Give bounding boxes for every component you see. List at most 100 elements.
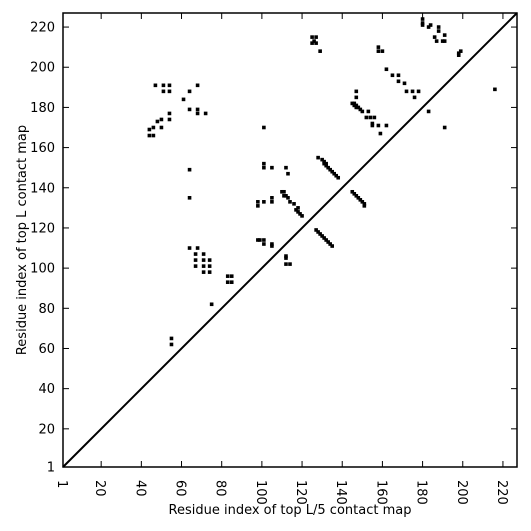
contact-point [358, 198, 363, 202]
contact-point [209, 302, 214, 307]
contact-point [328, 242, 332, 246]
x-tick-label: 60 [173, 480, 188, 497]
x-tick-label: 160 [373, 480, 388, 505]
y-tick-label: 180 [30, 101, 55, 116]
x-tick-label: 180 [414, 480, 429, 505]
contact-point [153, 83, 158, 88]
contact-point [378, 131, 383, 136]
y-tick-label: 40 [38, 382, 55, 397]
contact-point [159, 117, 164, 122]
contact-point [270, 242, 274, 246]
contact-point [350, 101, 355, 106]
contact-point [256, 238, 260, 242]
x-tick-label: 40 [132, 480, 147, 497]
contact-point [284, 262, 288, 266]
contact-point [151, 133, 156, 138]
contact-point [358, 107, 363, 112]
contact-point [203, 111, 208, 116]
contact-point [195, 111, 200, 116]
contact-point [284, 194, 288, 198]
plot-area [62, 12, 518, 468]
contact-point [187, 167, 192, 172]
contact-point [324, 163, 328, 168]
contact-point [262, 238, 266, 242]
contact-point [314, 35, 318, 39]
contact-point [270, 165, 274, 170]
diagonal-line [62, 12, 518, 468]
contact-point [328, 167, 332, 172]
x-tick-label: 1 [54, 480, 69, 488]
contact-point [201, 252, 206, 256]
contact-point [376, 123, 381, 128]
contact-point [396, 73, 401, 78]
contact-point [151, 125, 156, 130]
contact-point [167, 111, 172, 116]
contact-point [229, 280, 234, 284]
contact-point [404, 89, 409, 94]
contact-point [169, 342, 174, 347]
contact-point [364, 115, 369, 120]
contact-points [147, 17, 497, 347]
contact-point [434, 39, 439, 43]
contact-point [420, 23, 425, 27]
contact-point [456, 51, 461, 55]
contact-point [159, 125, 164, 130]
x-tick-label: 220 [494, 480, 509, 505]
contact-point [376, 49, 381, 53]
contact-point [310, 35, 314, 39]
contact-point [167, 83, 172, 88]
contact-point [161, 83, 166, 88]
contact-point [288, 200, 292, 204]
contact-point [432, 35, 437, 39]
contact-point [169, 336, 174, 341]
x-tick-label: 80 [213, 480, 228, 497]
x-tick-label: 120 [293, 480, 308, 505]
contact-point [314, 228, 318, 232]
contact-point [300, 214, 304, 218]
contact-point [324, 161, 328, 166]
contact-point [270, 244, 274, 248]
contact-point [402, 81, 407, 86]
contact-point [356, 105, 361, 110]
contact-point [298, 212, 302, 216]
contact-point [284, 256, 288, 260]
x-tick-label: 200 [454, 480, 469, 505]
y-tick-label: 160 [30, 141, 55, 156]
y-axis-label: Residue index of top L contact map [15, 125, 30, 355]
contact-point [362, 202, 367, 206]
contact-point [229, 274, 234, 278]
contact-point [316, 230, 320, 234]
contact-point [201, 258, 206, 262]
contact-point [193, 264, 198, 268]
contact-point [442, 39, 447, 43]
contact-point [195, 83, 200, 88]
contact-point [334, 173, 338, 178]
contact-point [440, 39, 445, 43]
contact-point [147, 133, 152, 138]
contact-point [354, 89, 359, 94]
contact-point [314, 41, 318, 45]
contact-point [368, 115, 373, 120]
contact-point [322, 159, 326, 164]
contact-point [442, 125, 447, 130]
contact-point [384, 67, 389, 72]
contact-point [318, 232, 322, 236]
contact-point [201, 264, 206, 268]
y-tick-label: 140 [30, 181, 55, 196]
contact-point [384, 123, 389, 128]
y-tick-label: 60 [38, 342, 55, 357]
contact-point [428, 23, 433, 27]
contact-point [256, 204, 260, 208]
x-axis-label: Residue index of top L/5 contact map [169, 503, 412, 518]
contact-point [262, 165, 266, 170]
contact-point [193, 258, 198, 262]
contact-point [362, 204, 367, 208]
contact-point [201, 270, 206, 274]
contact-point [195, 246, 200, 250]
contact-point [286, 171, 290, 176]
contact-point [426, 109, 431, 114]
contact-point [354, 105, 359, 110]
contact-point [187, 246, 192, 250]
contact-point [336, 175, 341, 180]
